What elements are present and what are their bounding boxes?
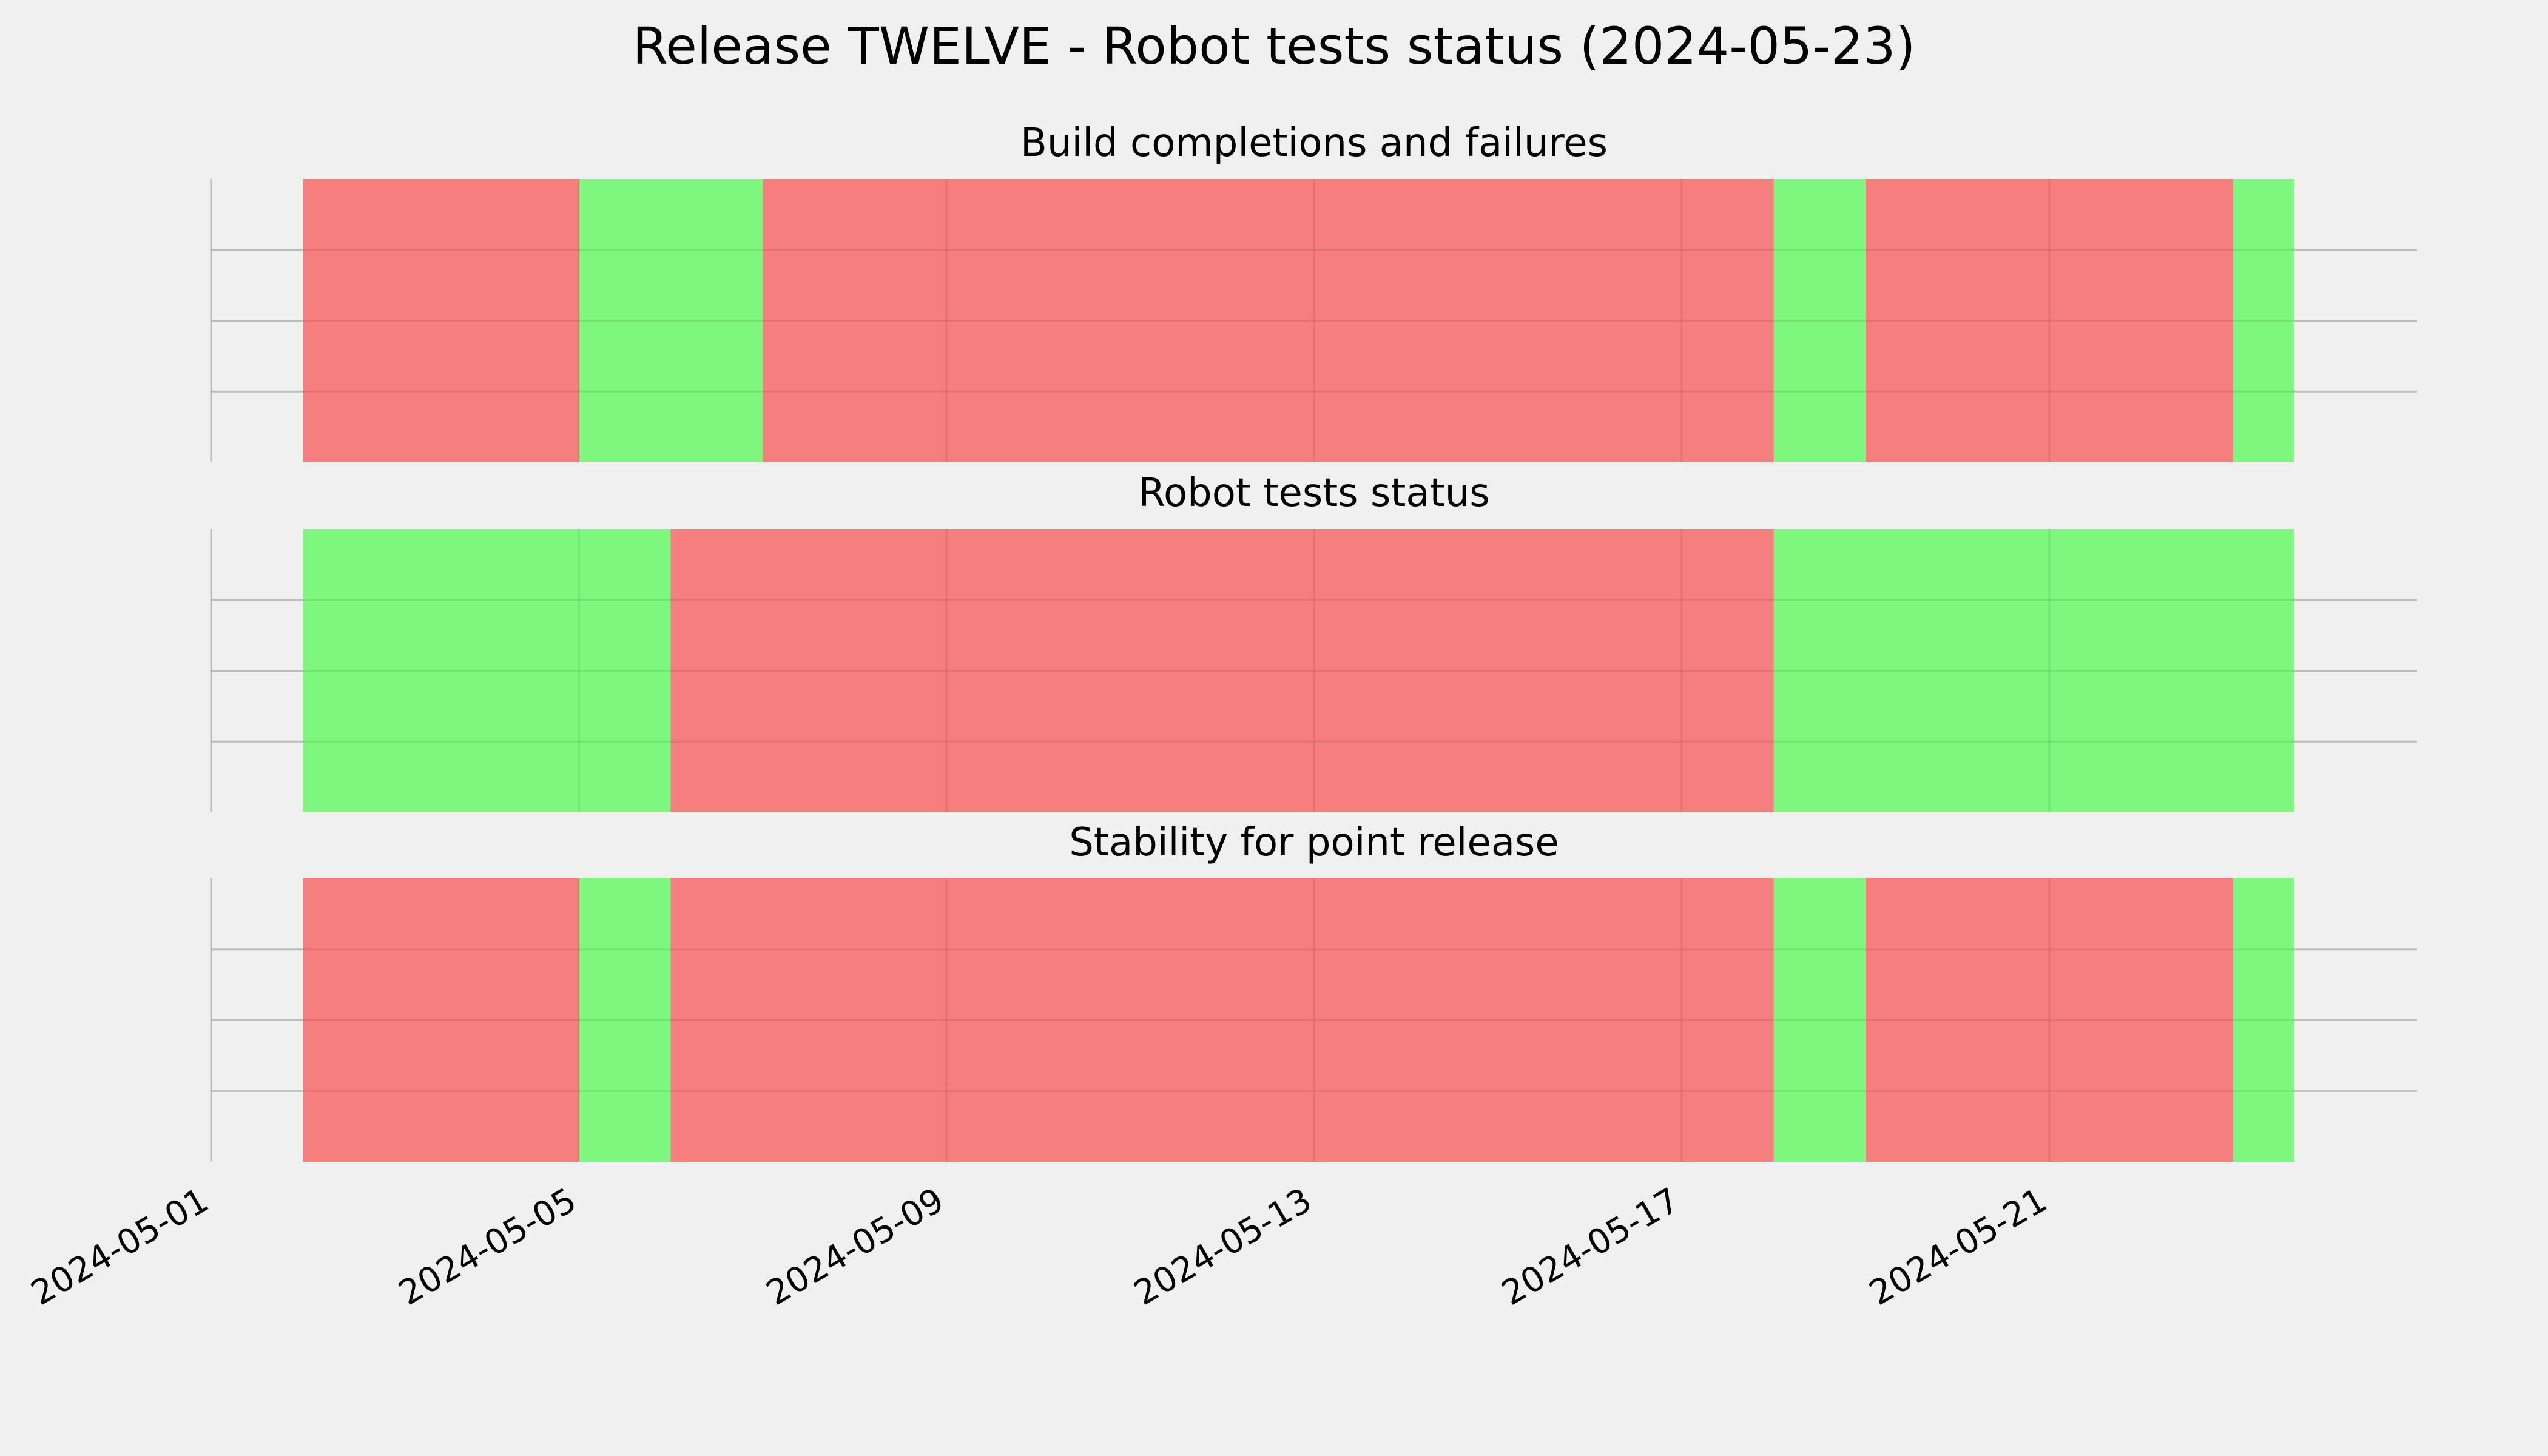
panel: Stability for point release [210, 820, 2417, 1162]
status-segment-fail [303, 878, 579, 1162]
status-segment-fail [763, 179, 1774, 462]
status-segment-pass [579, 179, 763, 462]
panel-title: Stability for point release [1069, 820, 1559, 865]
status-segment-pass [1773, 529, 2294, 812]
status-segment-fail [670, 529, 1774, 812]
status-segment-fail [1866, 179, 2233, 462]
status-segment-pass [1773, 878, 1866, 1162]
status-segment-fail [303, 179, 579, 462]
status-segment-fail [1866, 878, 2233, 1162]
panel-title: Build completions and failures [1020, 121, 1608, 166]
status-segment-pass [579, 878, 671, 1162]
panel: Build completions and failures [210, 121, 2417, 462]
status-segment-pass [303, 529, 671, 812]
chart-title: Release TWELVE - Robot tests status (202… [633, 16, 1916, 76]
panel: Robot tests status [210, 471, 2417, 812]
status-segment-pass [2233, 179, 2294, 462]
status-segment-fail [670, 878, 1774, 1162]
panel-title: Robot tests status [1138, 471, 1489, 516]
status-segment-pass [2233, 878, 2294, 1162]
chart-panels: Build completions and failures Robot test… [210, 121, 2417, 1162]
status-segment-pass [1773, 179, 1866, 462]
